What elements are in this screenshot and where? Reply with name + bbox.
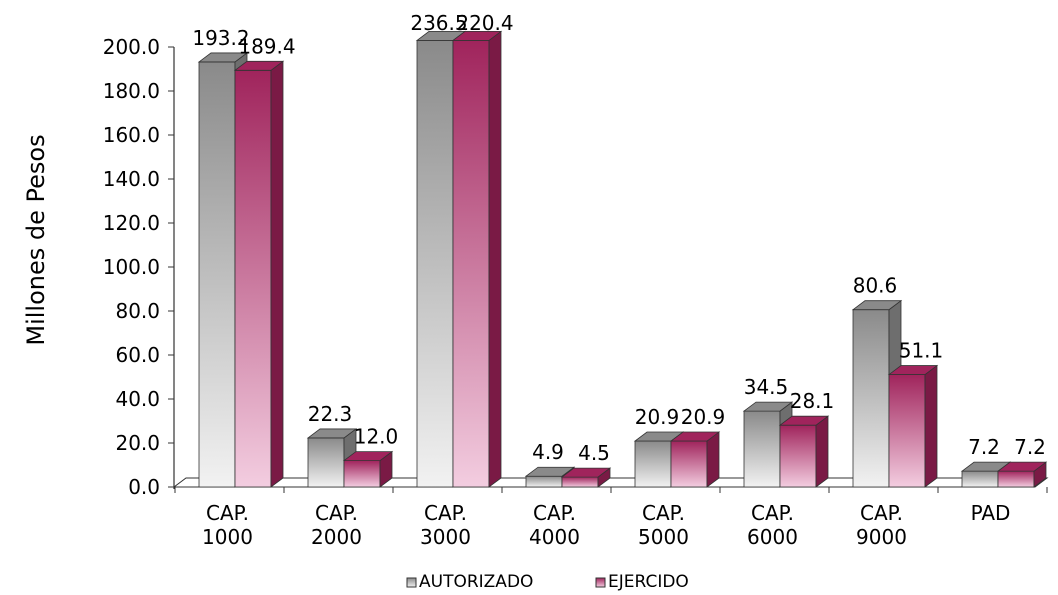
x-tick-label-4: CAP. 5000 xyxy=(638,501,689,549)
bar-front xyxy=(779,424,817,488)
x-tick-label-5: CAP. 6000 xyxy=(747,501,798,549)
bar-top xyxy=(742,401,794,412)
bar-top xyxy=(778,415,830,426)
data-label-ejercido-4: 20.9 xyxy=(681,405,726,429)
legend-swatch-autorizado xyxy=(406,577,417,588)
bar-front xyxy=(997,470,1035,488)
bar-side xyxy=(488,30,502,488)
data-label-autorizado-0: 193.2 xyxy=(192,26,249,50)
bar-front xyxy=(670,440,708,488)
bar-front xyxy=(743,410,781,488)
legend-swatch-ejercido xyxy=(595,577,606,588)
bar-ejercido-1 xyxy=(342,450,394,488)
data-label-ejercido-5: 28.1 xyxy=(790,389,835,413)
data-label-ejercido-7: 7.2 xyxy=(1014,435,1046,459)
bar-front xyxy=(961,470,999,488)
bar-front xyxy=(452,40,490,488)
bar-ejercido-6 xyxy=(887,364,939,488)
bar-ejercido-3 xyxy=(560,467,612,488)
bar-top xyxy=(233,60,285,71)
bar-ejercido-2 xyxy=(451,30,503,488)
y-axis-title: Millones de Pesos xyxy=(22,134,50,345)
data-label-ejercido-0: 189.4 xyxy=(238,34,295,58)
legend: AUTORIZADO EJERCIDO xyxy=(406,572,689,592)
data-label-autorizado-5: 34.5 xyxy=(744,375,789,399)
bar-front xyxy=(852,309,890,488)
data-label-autorizado-3: 4.9 xyxy=(532,440,564,464)
y-tick-label: 80.0 xyxy=(115,299,160,323)
x-tick-label-3: CAP. 4000 xyxy=(529,501,580,549)
data-label-autorizado-2: 236.5 xyxy=(410,11,467,35)
axes: 0.0 20.0 40.0 60.0 80.0 100.0 120.0 140.0 160.0 1… xyxy=(103,35,1049,499)
bar-front xyxy=(234,69,272,488)
bar-ejercido-0 xyxy=(233,60,285,488)
bar-side xyxy=(270,60,284,488)
y-tick-label: 120.0 xyxy=(103,211,160,235)
bar-top xyxy=(851,300,903,311)
data-label-ejercido-6: 51.1 xyxy=(899,339,944,363)
x-tick-label-7: PAD xyxy=(971,501,1011,525)
bar-top xyxy=(669,431,721,442)
y-tick-label: 0.0 xyxy=(128,475,160,499)
bar-front xyxy=(561,476,599,488)
y-tick-label: 200.0 xyxy=(103,35,160,59)
y-tick-label: 140.0 xyxy=(103,167,160,191)
bar-top xyxy=(197,52,249,63)
x-tick-label-1: CAP. 2000 xyxy=(311,501,362,549)
x-tick-labels: CAP. 1000 CAP. 2000 CAP. 3000 CAP. 4000 CAP. 5000… xyxy=(202,501,1010,549)
bar-top xyxy=(306,428,358,439)
bar-top xyxy=(560,467,612,478)
x-tick-label-6: CAP. 9000 xyxy=(856,501,907,549)
bar-side xyxy=(815,415,829,488)
legend-label-autorizado: AUTORIZADO xyxy=(419,572,533,592)
x-tick-label-0: CAP. 1000 xyxy=(202,501,253,549)
y-tick-label: 100.0 xyxy=(103,255,160,279)
bar-front xyxy=(198,61,236,488)
bar-front xyxy=(307,437,345,488)
y-tick-label: 180.0 xyxy=(103,79,160,103)
y-tick-label: 60.0 xyxy=(115,343,160,367)
data-label-autorizado-4: 20.9 xyxy=(635,405,680,429)
data-label-autorizado-1: 22.3 xyxy=(308,402,353,426)
bar-top xyxy=(342,451,394,462)
bar-front xyxy=(634,440,672,488)
y-tick-label: 40.0 xyxy=(115,387,160,411)
bar-front xyxy=(343,460,381,488)
data-label-ejercido-2: 220.4 xyxy=(456,11,513,35)
bar-ejercido-4 xyxy=(669,431,721,488)
legend-label-ejercido: EJERCIDO xyxy=(608,572,689,592)
data-label-autorizado-7: 7.2 xyxy=(968,435,1000,459)
bar-top xyxy=(524,466,576,477)
bar-top xyxy=(887,365,939,375)
bar-top xyxy=(451,30,503,41)
y-tick-label: 160.0 xyxy=(103,123,160,147)
bar-side xyxy=(706,431,720,488)
x-tick-label-2: CAP. 3000 xyxy=(420,501,471,549)
bar-ejercido-5 xyxy=(778,415,830,488)
data-label-ejercido-3: 4.5 xyxy=(578,441,610,465)
bars xyxy=(197,30,1048,488)
bar-ejercido-7 xyxy=(996,461,1048,488)
bar-labels: 193.2 22.3 236.5 4.9 20.9 34.5 80.6 7.2 189.4 12.… xyxy=(192,11,1046,465)
data-label-ejercido-1: 12.0 xyxy=(354,425,399,449)
bar-front xyxy=(416,40,454,488)
bar-front xyxy=(888,374,926,488)
bar-front xyxy=(525,475,563,488)
bar-top xyxy=(996,461,1048,472)
bar-side xyxy=(924,364,938,488)
data-label-autorizado-6: 80.6 xyxy=(853,274,898,298)
y-tick-label: 20.0 xyxy=(115,431,160,455)
